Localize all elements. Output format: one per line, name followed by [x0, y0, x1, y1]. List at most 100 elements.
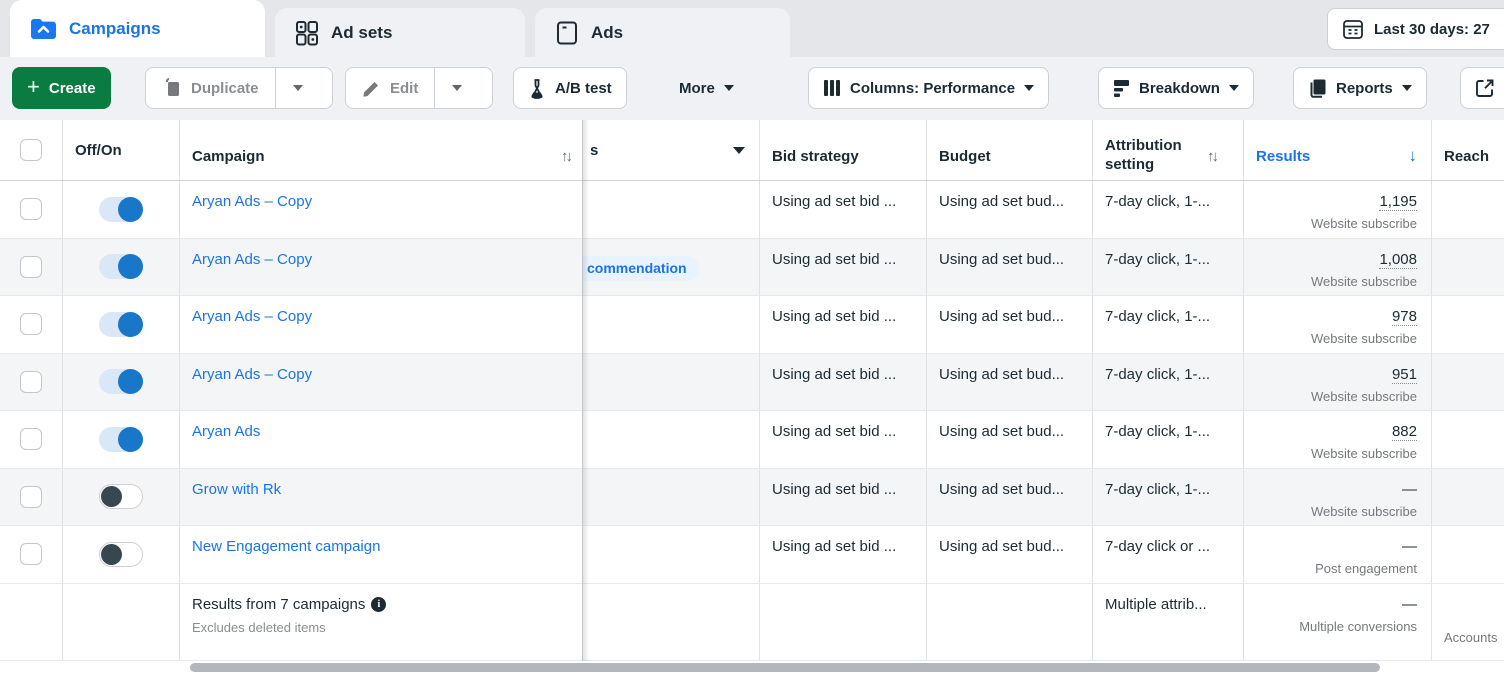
- table-row: Aryan Ads – Copy Using ad set bid ... Us…: [0, 181, 1504, 239]
- edit-button[interactable]: Edit: [346, 68, 434, 108]
- edit-button-label: Edit: [390, 79, 419, 97]
- campaign-name-link[interactable]: Aryan Ads – Copy: [192, 250, 313, 268]
- sort-descending-icon[interactable]: ↓: [1408, 146, 1418, 165]
- reports-icon: [1308, 78, 1327, 98]
- row-checkbox[interactable]: [20, 370, 42, 393]
- budget-value: Using ad set bud...: [939, 193, 1065, 210]
- chevron-down-icon: [723, 85, 734, 91]
- row-checkbox[interactable]: [20, 255, 42, 278]
- results-type-label: Website subscribe: [1311, 216, 1417, 231]
- pencil-icon: [362, 79, 381, 98]
- campaign-toggle[interactable]: [99, 254, 143, 280]
- table-row: Aryan Ads – Copy Using ad set bid ... Us…: [0, 296, 1504, 354]
- toggle-knob: [118, 369, 143, 395]
- table-row: New Engagement campaign Using ad set bid…: [0, 526, 1504, 584]
- columns-button[interactable]: Columns: Performance: [808, 67, 1050, 109]
- tab-campaigns[interactable]: Campaigns: [10, 0, 265, 57]
- ab-test-button[interactable]: A/B test: [513, 67, 627, 109]
- reports-button[interactable]: Reports: [1293, 67, 1427, 109]
- header-delivery-clipped[interactable]: s: [583, 120, 760, 180]
- sort-updown-icon[interactable]: ↑↓: [1207, 147, 1219, 165]
- sort-updown-icon[interactable]: ↑↓: [561, 147, 573, 165]
- table-summary-row: Results from 7 campaigns i Excludes dele…: [0, 583, 1504, 661]
- results-value[interactable]: 978: [1391, 308, 1417, 326]
- tab-ads[interactable]: Ads: [535, 8, 790, 57]
- export-icon: [1475, 78, 1495, 98]
- campaign-name-link[interactable]: Aryan Ads: [192, 423, 261, 440]
- export-button[interactable]: [1460, 67, 1504, 109]
- duplicate-copy-icon: [162, 77, 182, 99]
- summary-results-label: Multiple conversions: [1299, 618, 1417, 634]
- results-value[interactable]: 951: [1391, 365, 1417, 384]
- columns-button-label: Columns: Performance: [850, 79, 1016, 97]
- row-checkbox[interactable]: [20, 543, 42, 566]
- header-delivery-partial-label: s: [590, 141, 599, 159]
- create-button[interactable]: + Create: [12, 67, 111, 109]
- row-checkbox[interactable]: [20, 313, 42, 336]
- duplicate-button[interactable]: Duplicate: [146, 68, 275, 108]
- attribution-value: 7-day click, 1-...: [1105, 250, 1211, 268]
- campaign-name-link[interactable]: Aryan Ads – Copy: [192, 193, 313, 210]
- attribution-value: 7-day click, 1-...: [1105, 423, 1211, 440]
- results-value[interactable]: 1,195: [1379, 193, 1417, 211]
- ad-sets-grid-icon: [295, 20, 319, 46]
- campaign-toggle[interactable]: [99, 541, 143, 567]
- campaigns-table: Off/On Campaign ↑↓ s Bid strategy Budget…: [0, 120, 1504, 661]
- budget-value: Using ad set bud...: [939, 308, 1065, 325]
- duplicate-dropdown-toggle[interactable]: [274, 68, 320, 108]
- action-toolbar: + Create Duplicate Edit: [0, 57, 1504, 120]
- chevron-down-icon: [452, 85, 463, 91]
- edit-dropdown-toggle[interactable]: [434, 68, 479, 108]
- row-checkbox[interactable]: [20, 428, 42, 451]
- tab-ad-sets-label: Ad sets: [331, 22, 393, 42]
- results-value[interactable]: 882: [1391, 423, 1417, 441]
- filter-caret-icon[interactable]: [733, 146, 745, 154]
- results-value[interactable]: 1,008: [1379, 250, 1417, 269]
- campaign-name-link[interactable]: New Engagement campaign: [192, 538, 381, 555]
- toggle-knob: [118, 196, 143, 222]
- campaign-toggle[interactable]: [99, 196, 143, 222]
- edit-split-button: Edit: [345, 67, 493, 109]
- header-bid-strategy[interactable]: Bid strategy: [760, 120, 927, 180]
- toggle-knob: [118, 311, 143, 337]
- info-icon[interactable]: i: [371, 596, 387, 612]
- campaign-toggle[interactable]: [99, 484, 143, 510]
- campaign-name-link[interactable]: Aryan Ads – Copy: [192, 308, 313, 325]
- budget-value: Using ad set bud...: [939, 538, 1065, 555]
- header-attribution[interactable]: Attribution setting ↑↓: [1093, 120, 1244, 180]
- results-type-label: Website subscribe: [1311, 503, 1417, 519]
- attribution-value: 7-day click, 1-...: [1105, 480, 1211, 498]
- breakdown-icon: [1113, 79, 1130, 97]
- tab-ad-sets[interactable]: Ad sets: [275, 8, 525, 57]
- row-checkbox[interactable]: [20, 198, 42, 221]
- header-reach[interactable]: Reach: [1444, 147, 1490, 165]
- row-checkbox[interactable]: [20, 485, 42, 508]
- bid-strategy-value: Using ad set bid ...: [772, 250, 897, 268]
- campaign-toggle[interactable]: [99, 426, 143, 452]
- bid-strategy-value: Using ad set bid ...: [772, 423, 897, 440]
- header-results[interactable]: Results ↓: [1244, 120, 1432, 180]
- more-button[interactable]: More: [679, 67, 734, 109]
- ads-card-icon: [555, 20, 579, 46]
- campaign-name-link[interactable]: Grow with Rk: [192, 480, 282, 498]
- select-all-checkbox[interactable]: [20, 139, 42, 161]
- date-range-selector[interactable]: Last 30 days: 27: [1327, 8, 1504, 50]
- breakdown-button[interactable]: Breakdown: [1098, 67, 1254, 109]
- toggle-knob: [101, 486, 122, 508]
- header-campaign[interactable]: Campaign ↑↓: [180, 120, 589, 181]
- budget-value: Using ad set bud...: [939, 250, 1065, 268]
- reports-button-label: Reports: [1336, 79, 1393, 97]
- summary-reach-label: Accounts: [1444, 629, 1498, 645]
- header-budget[interactable]: Budget: [927, 120, 1093, 180]
- campaign-name-link[interactable]: Aryan Ads – Copy: [192, 365, 313, 383]
- summary-note: Excludes deleted items: [192, 619, 326, 635]
- campaign-toggle[interactable]: [99, 311, 143, 337]
- recommendation-link-clipped[interactable]: commendation: [583, 255, 699, 281]
- campaign-toggle[interactable]: [99, 369, 143, 395]
- date-range-label: Last 30 days: 27: [1374, 20, 1490, 38]
- ab-test-button-label: A/B test: [555, 79, 612, 97]
- budget-value: Using ad set bud...: [939, 480, 1065, 498]
- horizontal-scrollbar[interactable]: [190, 663, 1380, 672]
- budget-value: Using ad set bud...: [939, 423, 1065, 440]
- results-type-label: Website subscribe: [1311, 446, 1417, 461]
